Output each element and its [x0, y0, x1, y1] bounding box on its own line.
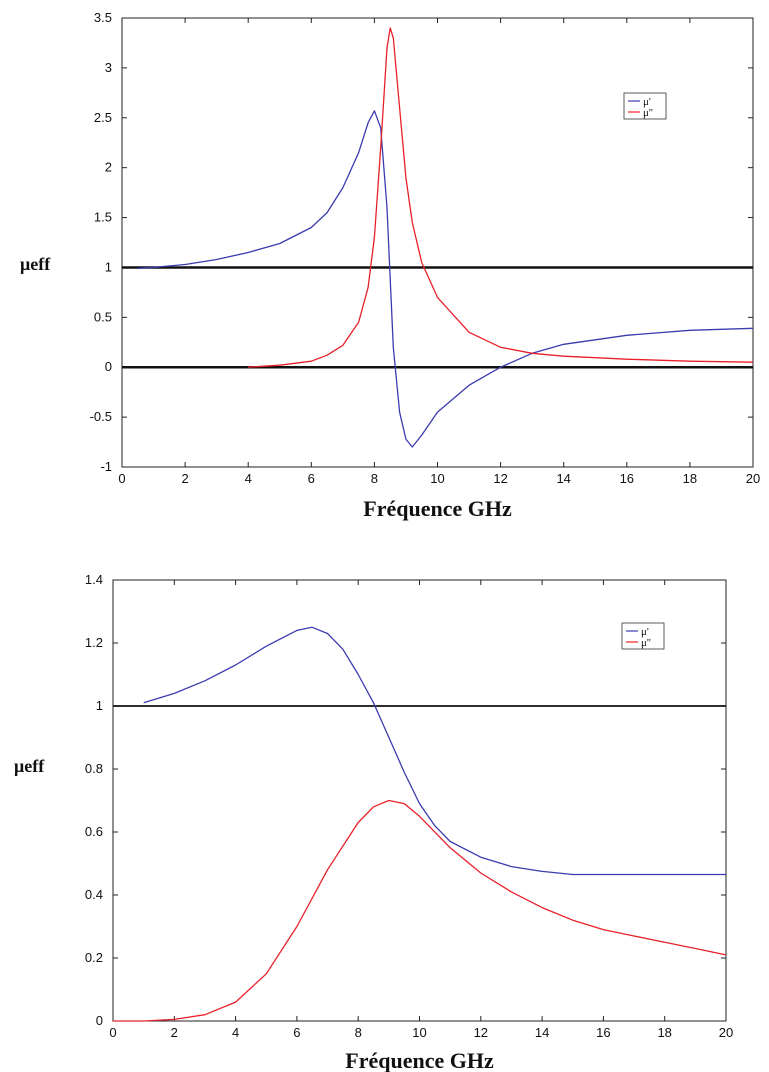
y-axis-label: μeff — [20, 254, 51, 274]
x-tick-label: 14 — [556, 471, 570, 486]
y-tick-label: 0.5 — [94, 309, 112, 324]
y-axis-label: μeff — [14, 756, 45, 776]
legend: μ'μ'' — [621, 622, 665, 650]
y-tick-label: 3 — [105, 60, 112, 75]
x-tick-label: 4 — [245, 471, 252, 486]
x-tick-label: 10 — [430, 471, 444, 486]
series-line-mu-second — [248, 27, 754, 368]
x-tick-label: 6 — [308, 471, 315, 486]
x-tick-label: 10 — [412, 1025, 426, 1040]
y-tick-label: -0.5 — [90, 409, 112, 424]
x-tick-label: 4 — [232, 1025, 239, 1040]
x-tick-label: 20 — [719, 1025, 733, 1040]
legend-label: μ' — [641, 626, 649, 638]
y-tick-label: 1.2 — [85, 635, 103, 650]
x-tick-label: 16 — [596, 1025, 610, 1040]
chart-1: 0 2 4 6 8 10 12 14 16 18 20 -1 -0.5 0 0.5 1 1.5 2 2.5 3 3.5 μ… — [20, 10, 760, 521]
y-tick-label: 2 — [105, 160, 112, 175]
x-tick-label: 12 — [493, 471, 507, 486]
x-tick-label: 0 — [118, 471, 125, 486]
y-tick-label: 0.2 — [85, 950, 103, 965]
x-tick-label: 0 — [109, 1025, 116, 1040]
y-tick-label: 0.8 — [85, 761, 103, 776]
y-tick-label: 1.4 — [85, 572, 103, 587]
legend-box — [623, 92, 667, 120]
legend-label: μ' — [643, 96, 651, 108]
y-tick-label: -1 — [100, 459, 112, 474]
y-tick-label: 1 — [105, 259, 112, 274]
y-tick-label: 0.6 — [85, 824, 103, 839]
y-tick-label: 0 — [105, 359, 112, 374]
x-tick-label: 12 — [474, 1025, 488, 1040]
plot-frame — [121, 17, 754, 468]
y-tick-label: 1 — [96, 698, 103, 713]
series-line-mu-second — [113, 799, 727, 1022]
x-tick-label: 18 — [683, 471, 697, 486]
y-tick-label: 1.5 — [94, 210, 112, 225]
x-tick-label: 16 — [620, 471, 634, 486]
y-tick-label: 0.4 — [85, 887, 103, 902]
x-tick-label: 14 — [535, 1025, 549, 1040]
legend-label: μ'' — [643, 107, 653, 119]
y-tick-label: 0 — [96, 1013, 103, 1028]
y-tick-label: 3.5 — [94, 10, 112, 25]
x-tick-label: 8 — [355, 1025, 362, 1040]
legend: μ'μ'' — [623, 92, 667, 120]
x-axis-label: Fréquence GHz — [363, 496, 512, 521]
chart-2: 0 2 4 6 8 10 12 14 16 18 2000.20.40.60.811.21.4μ'μ… — [14, 572, 733, 1072]
x-tick-label: 2 — [181, 471, 188, 486]
x-tick-label: 2 — [171, 1025, 178, 1040]
x-tick-label: 20 — [746, 471, 760, 486]
legend-label: μ'' — [641, 637, 651, 649]
y-tick-label: 2.5 — [94, 110, 112, 125]
x-tick-label: 8 — [371, 471, 378, 486]
x-tick-label: 18 — [657, 1025, 671, 1040]
series-line-mu-prime — [143, 626, 726, 876]
x-tick-label: 6 — [293, 1025, 300, 1040]
legend-box — [621, 622, 665, 650]
x-axis-label: Fréquence GHz — [345, 1048, 494, 1072]
series-line-mu-prime — [137, 110, 754, 448]
